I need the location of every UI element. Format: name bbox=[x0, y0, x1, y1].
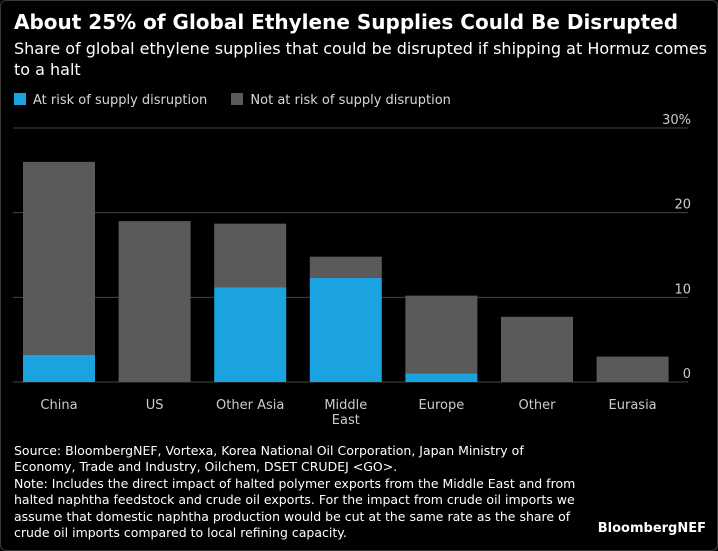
brand-logo: BloombergNEF bbox=[597, 521, 706, 536]
x-tick-label: Europe bbox=[419, 398, 465, 413]
legend: At risk of supply disruption Not at risk… bbox=[14, 93, 471, 108]
bar-at-risk bbox=[23, 354, 95, 382]
bar-not-at-risk bbox=[501, 316, 573, 382]
legend-swatch-not-at-risk bbox=[231, 93, 244, 105]
legend-item-at-risk: At risk of supply disruption bbox=[14, 93, 207, 108]
bar-at-risk bbox=[309, 277, 382, 382]
x-tick-label: China bbox=[40, 398, 77, 413]
legend-label-not-at-risk: Not at risk of supply disruption bbox=[250, 93, 451, 108]
y-tick-label: 20 bbox=[674, 198, 691, 213]
bar-at-risk bbox=[214, 287, 287, 382]
bar-not-at-risk bbox=[214, 223, 287, 288]
source-note: Source: BloombergNEF, Vortexa, Korea Nat… bbox=[14, 443, 594, 541]
chart-subtitle: Share of global ethylene supplies that c… bbox=[14, 39, 707, 79]
bar-not-at-risk bbox=[309, 256, 382, 278]
x-tick-label: US bbox=[146, 398, 164, 413]
source-line: Economy, Trade and Industry, Oilchem, DS… bbox=[14, 459, 398, 475]
x-tick-label: East bbox=[332, 413, 360, 428]
legend-swatch-at-risk bbox=[14, 93, 26, 105]
y-tick-label: 0 bbox=[683, 367, 691, 382]
source-line: assume that domestic naphtha production … bbox=[14, 508, 571, 524]
legend-label-at-risk: At risk of supply disruption bbox=[33, 93, 208, 108]
source-line: crude oil imports compared to local refi… bbox=[14, 525, 347, 541]
bar-not-at-risk bbox=[23, 161, 95, 355]
chart-title: About 25% of Global Ethylene Supplies Co… bbox=[14, 10, 679, 34]
legend-item-not-at-risk: Not at risk of supply disruption bbox=[231, 93, 451, 108]
y-tick-label: 30% bbox=[662, 113, 691, 128]
bar-not-at-risk bbox=[405, 295, 478, 374]
source-line: Source: BloombergNEF, Vortexa, Korea Nat… bbox=[14, 443, 524, 458]
x-tick-label: Middle bbox=[324, 398, 367, 413]
y-tick-label: 10 bbox=[674, 282, 691, 297]
x-tick-label: Other bbox=[519, 398, 557, 413]
bar-at-risk bbox=[405, 373, 478, 382]
x-tick-label: Eurasia bbox=[609, 398, 657, 413]
x-tick-label: Other Asia bbox=[216, 398, 284, 413]
bar-not-at-risk bbox=[118, 221, 191, 382]
source-line: halted naphtha feedstock and crude oil e… bbox=[14, 492, 575, 508]
bar-not-at-risk bbox=[596, 356, 669, 382]
source-line: Note: Includes the direct impact of halt… bbox=[14, 475, 576, 491]
